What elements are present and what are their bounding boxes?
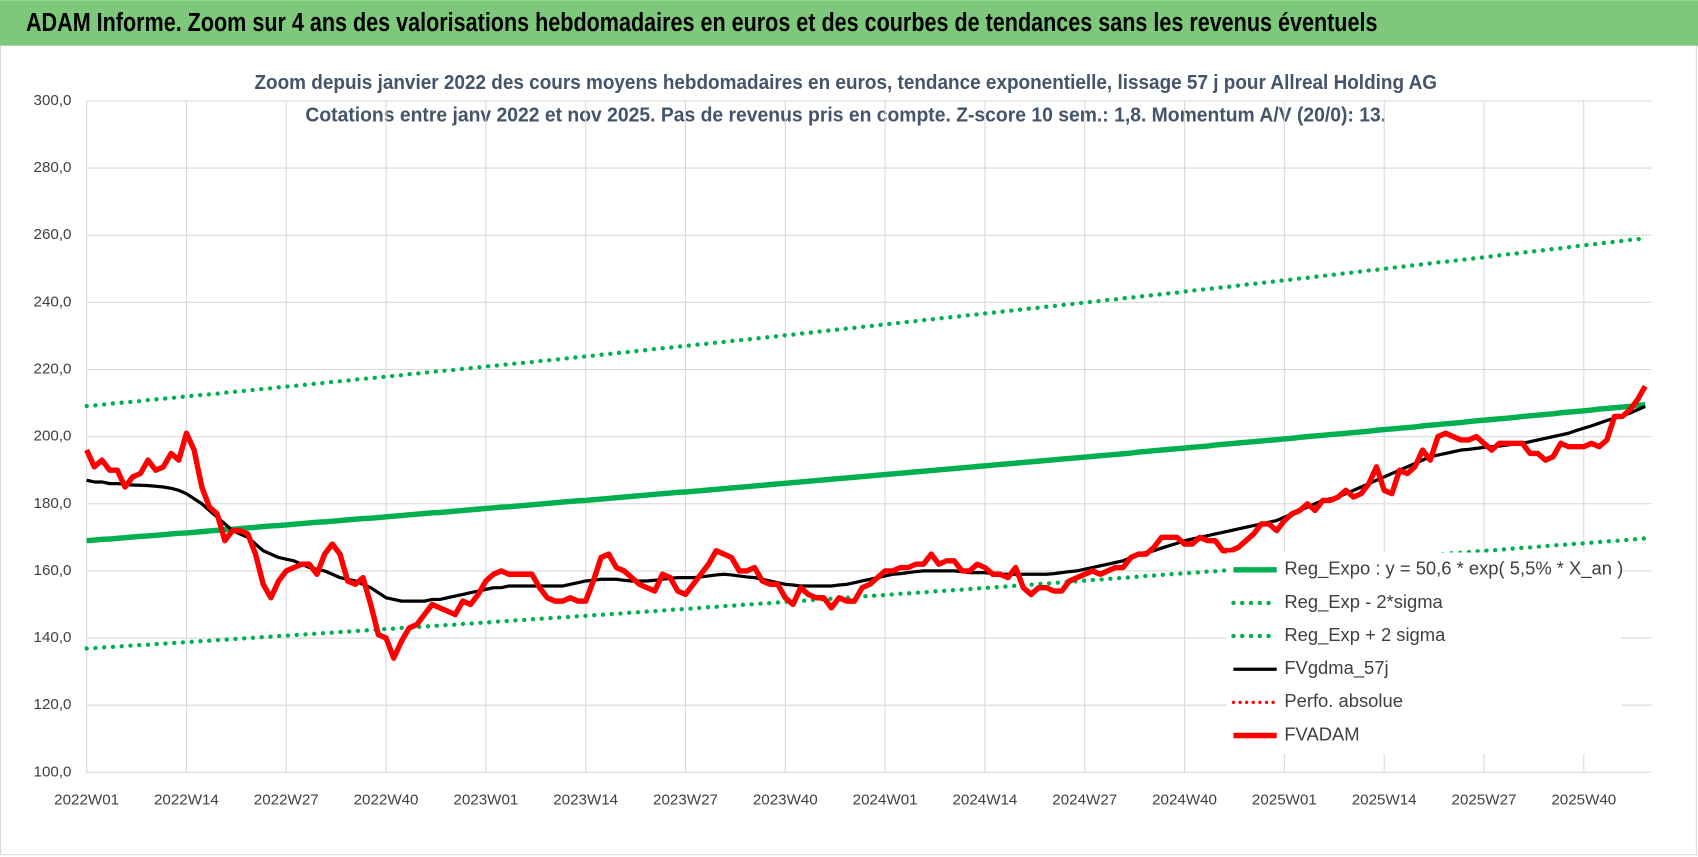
y-tick-label: 120,0	[34, 696, 72, 713]
legend-label: FVgdma_57j	[1284, 657, 1388, 679]
x-tick-label: 2022W14	[154, 791, 219, 808]
legend-label: FVADAM	[1284, 723, 1359, 744]
plot-lines	[84, 236, 1648, 661]
series-line	[84, 536, 1648, 651]
x-tick-label: 2023W27	[653, 791, 718, 808]
x-tick-label: 2025W14	[1352, 791, 1417, 808]
x-tick-label: 2024W27	[1052, 791, 1117, 808]
chart-subtitle: Cotations entre janv 2022 et nov 2025. P…	[305, 104, 1386, 127]
y-tick-label: 140,0	[34, 629, 72, 646]
chart-title: Zoom depuis janvier 2022 des cours moyen…	[254, 71, 1437, 94]
x-tick-label: 2024W01	[853, 791, 918, 808]
y-tick-label: 200,0	[34, 428, 72, 445]
x-tick-label: 2025W40	[1551, 791, 1616, 808]
x-tick-label: 2025W27	[1452, 791, 1517, 808]
y-tick-label: 300,0	[34, 92, 72, 109]
series-line	[84, 384, 1648, 661]
x-tick-label: 2025W01	[1252, 791, 1317, 808]
x-tick-label: 2024W14	[952, 791, 1017, 808]
x-tick-label: 2022W01	[54, 791, 119, 808]
legend-label: Reg_Exp - 2*sigma	[1284, 591, 1443, 613]
x-tick-label: 2022W27	[254, 791, 319, 808]
x-tick-label: 2023W14	[553, 791, 618, 808]
series-line	[86, 402, 1646, 544]
header-band	[0, 0, 1698, 46]
y-tick-label: 100,0	[34, 763, 72, 780]
header-title: ADAM Informe. Zoom sur 4 ans des valoris…	[26, 7, 1377, 37]
y-tick-label: 180,0	[34, 495, 72, 512]
series-line	[84, 236, 1648, 409]
x-tick-label: 2024W40	[1152, 791, 1217, 808]
y-tick-label: 220,0	[34, 360, 72, 377]
x-tick-label: 2023W01	[453, 791, 518, 808]
y-tick-label: 160,0	[34, 562, 72, 579]
y-tick-label: 260,0	[34, 226, 72, 243]
y-tick-label: 240,0	[34, 293, 72, 310]
x-tick-label: 2023W40	[753, 791, 818, 808]
legend-label: Reg_Exp + 2 sigma	[1284, 624, 1446, 646]
legend-label: Perfo. absolue	[1284, 690, 1403, 711]
legend-label: Reg_Expo : y = 50,6 * exp( 5,5% * X_an )	[1284, 558, 1623, 580]
legend-box	[1226, 552, 1622, 754]
legend: Reg_Expo : y = 50,6 * exp( 5,5% * X_an )…	[1226, 552, 1623, 754]
y-tick-label: 280,0	[34, 159, 72, 176]
x-tick-label: 2022W40	[354, 791, 419, 808]
